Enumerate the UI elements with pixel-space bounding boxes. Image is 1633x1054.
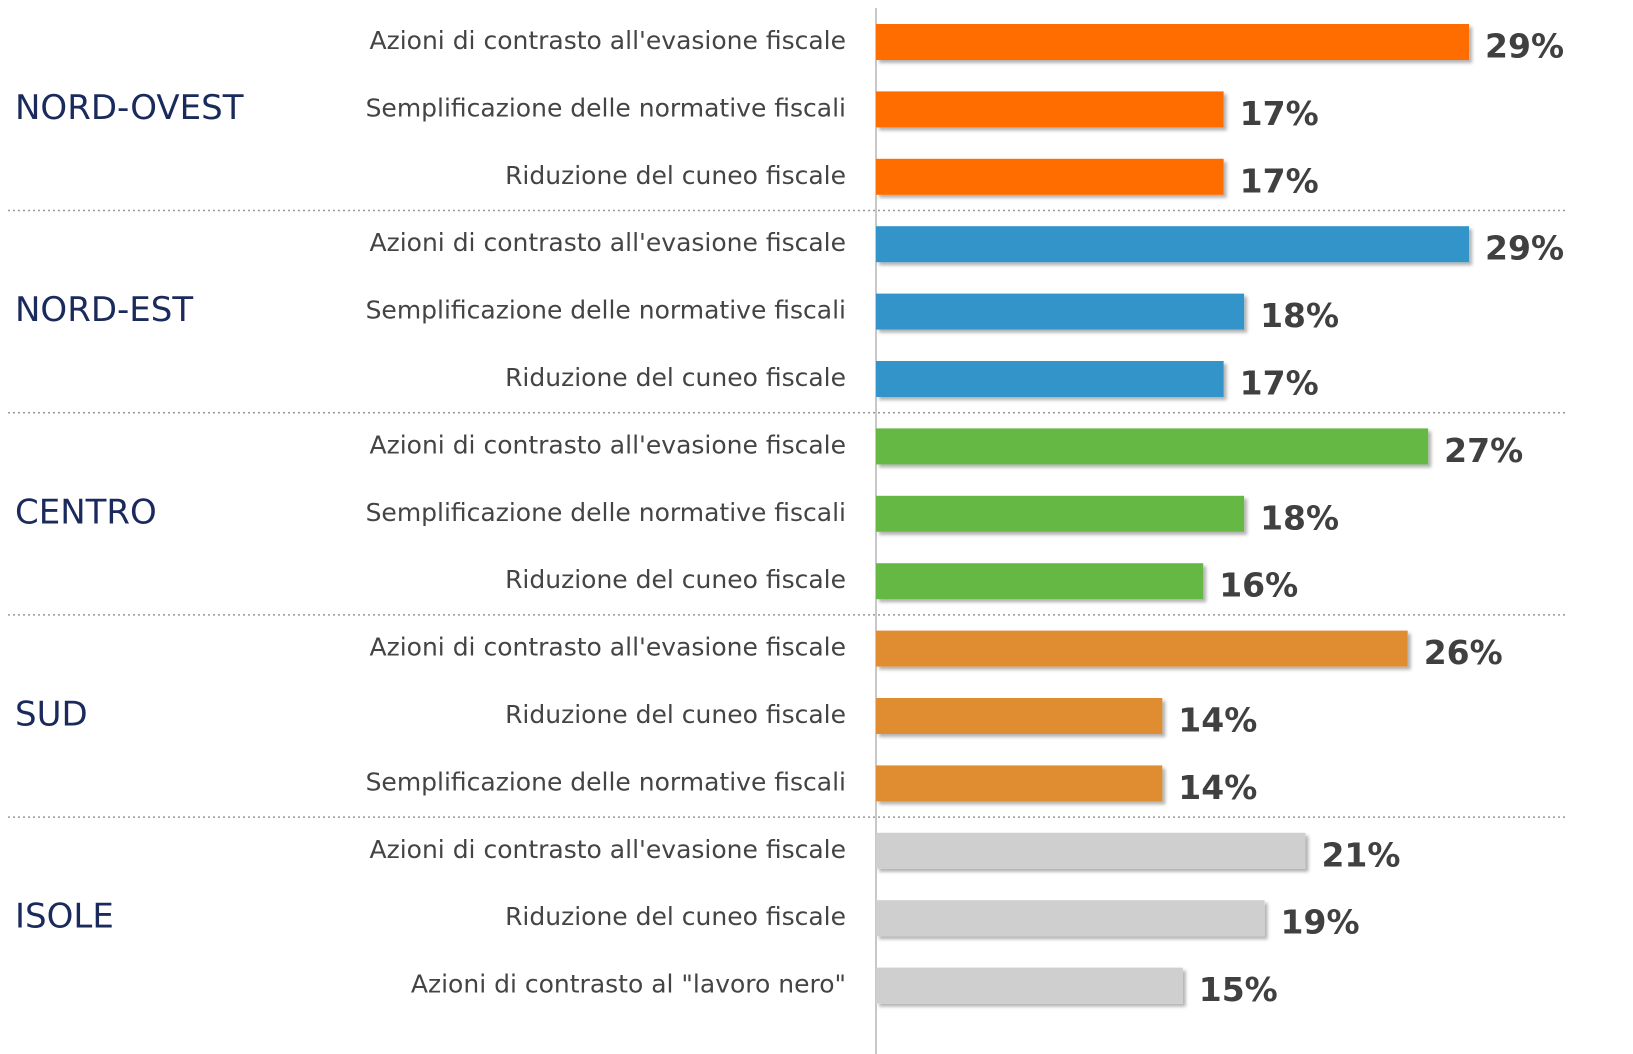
category-label: Semplificazione delle normative fiscali [366, 93, 846, 122]
category-label: Azioni di contrasto al "lavoro nero" [411, 970, 846, 999]
value-label: 17% [1240, 161, 1319, 200]
bar [876, 765, 1163, 802]
bar [876, 967, 1183, 1004]
group-label: NORD-EST [15, 290, 193, 330]
category-label: Azioni di contrasto all'evasione fiscale [369, 228, 846, 257]
group-label: SUD [15, 695, 88, 735]
category-label: Semplificazione delle normative fiscali [366, 498, 846, 527]
category-label: Riduzione del cuneo fiscale [505, 161, 846, 190]
value-label: 14% [1178, 701, 1257, 740]
value-label: 16% [1219, 566, 1298, 605]
bar [876, 226, 1470, 263]
category-label: Azioni di contrasto all'evasione fiscale [369, 26, 846, 55]
bar [876, 495, 1245, 532]
bar [876, 293, 1245, 330]
bar [876, 91, 1224, 128]
value-label: 19% [1281, 903, 1360, 942]
value-label: 21% [1321, 835, 1400, 874]
category-label: Semplificazione delle normative fiscali [366, 767, 846, 796]
value-label: 18% [1260, 296, 1339, 335]
bar [876, 158, 1224, 195]
category-label: Riduzione del cuneo fiscale [505, 363, 846, 392]
bar [876, 630, 1408, 667]
group-label: NORD-OVEST [15, 88, 244, 128]
category-label: Azioni di contrasto all'evasione fiscale [369, 835, 846, 864]
category-label: Semplificazione delle normative fiscali [366, 296, 846, 325]
value-label: 29% [1485, 229, 1564, 268]
value-label: 27% [1444, 431, 1523, 470]
category-label: Azioni di contrasto all'evasione fiscale [369, 430, 846, 459]
bar [876, 900, 1265, 937]
value-label: 29% [1485, 27, 1564, 66]
category-label: Azioni di contrasto all'evasione fiscale [369, 633, 846, 662]
bar [876, 563, 1204, 600]
category-label: Riduzione del cuneo fiscale [505, 565, 846, 594]
bar [876, 832, 1306, 869]
value-label: 14% [1178, 768, 1257, 807]
group-label: CENTRO [15, 492, 157, 532]
bar [876, 428, 1429, 465]
value-label: 15% [1199, 970, 1278, 1009]
group-label: ISOLE [15, 897, 114, 937]
category-label: Riduzione del cuneo fiscale [505, 700, 846, 729]
bar [876, 24, 1470, 60]
value-label: 17% [1240, 94, 1319, 133]
category-label: Riduzione del cuneo fiscale [505, 902, 846, 931]
value-label: 18% [1260, 498, 1339, 537]
value-label: 26% [1424, 633, 1503, 672]
value-label: 17% [1240, 364, 1319, 403]
bar [876, 361, 1224, 397]
bar [876, 698, 1163, 734]
